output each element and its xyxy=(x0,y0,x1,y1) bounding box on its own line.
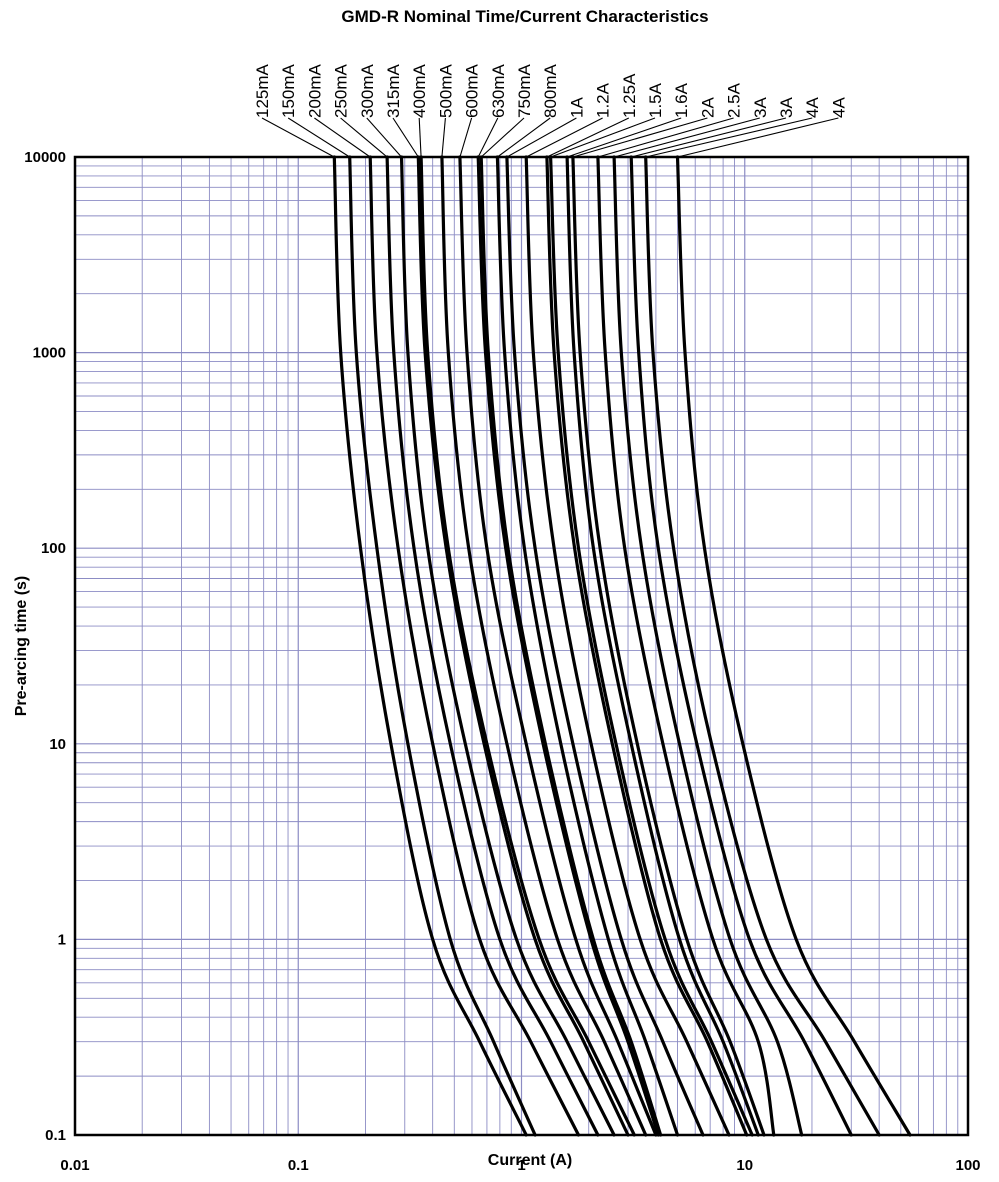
fuse-rating-label: 250mA xyxy=(332,63,351,118)
chart-title: GMD-R Nominal Time/Current Characteristi… xyxy=(341,7,708,26)
fuse-label-leader xyxy=(287,117,350,158)
fuse-curve xyxy=(458,155,658,1137)
fuse-curve xyxy=(416,155,630,1137)
x-tick-label: 10 xyxy=(736,1157,753,1174)
fuse-rating-label: 1.6A xyxy=(672,82,691,118)
fuse-curves xyxy=(332,155,912,1137)
fuse-curve xyxy=(596,155,776,1137)
fuse-label-leader xyxy=(441,117,446,158)
fuse-curve xyxy=(545,155,749,1137)
fuse-label-leader xyxy=(614,117,760,158)
plot-frame xyxy=(73,155,970,1137)
fuse-curve xyxy=(399,155,616,1137)
y-tick-label: 1000 xyxy=(33,345,66,362)
fuse-curve xyxy=(549,155,754,1137)
fuse-curve xyxy=(479,155,663,1137)
fuse-rating-label: 2.5A xyxy=(725,82,744,118)
fuse-label-leader xyxy=(677,117,839,158)
fuse-rating-label: 600mA xyxy=(463,63,482,118)
x-tick-label: 1 xyxy=(517,1157,525,1174)
x-axis-label: Current (A) xyxy=(488,1152,572,1169)
fuse-rating-label: 3A xyxy=(777,97,796,118)
fuse-label-leader xyxy=(480,117,525,158)
fuse-label-leader xyxy=(566,117,682,158)
fuse-rating-label: 500mA xyxy=(436,63,455,118)
y-tick-label: 1 xyxy=(58,931,66,948)
x-tick-label: 0.01 xyxy=(60,1157,89,1174)
fuse-rating-label: 2A xyxy=(698,97,717,118)
fuse-rating-label: 300mA xyxy=(358,63,377,118)
fuse-curve xyxy=(332,155,528,1137)
fuse-label-leader xyxy=(477,117,499,158)
fuse-label-leader xyxy=(597,117,734,158)
y-axis-label: Pre-arcing time (s) xyxy=(13,576,30,716)
fuse-label-leader xyxy=(525,117,603,158)
y-tick-label: 0.1 xyxy=(45,1127,66,1144)
fuse-rating-label: 125mA xyxy=(253,63,272,118)
y-tick-label: 10000 xyxy=(24,149,66,166)
tick-labels: 0.01 0.1 1 10 100 0.1 1 10 100 1000 10000 xyxy=(24,149,980,1174)
fuse-label-leader xyxy=(314,117,371,158)
fuse-rating-label: 1.5A xyxy=(646,82,665,118)
fuse-label-leader xyxy=(645,117,813,158)
fuse-label-leader xyxy=(340,117,388,158)
fuse-curve xyxy=(385,155,600,1137)
fuse-rating-label: 150mA xyxy=(279,63,298,118)
fuse-curve xyxy=(476,155,660,1137)
x-tick-label: 0.1 xyxy=(288,1157,309,1174)
fuse-rating-label: 1.25A xyxy=(620,73,639,118)
fuse-curve xyxy=(495,155,680,1137)
fuse-rating-label: 3A xyxy=(751,97,770,118)
fuse-label-leader xyxy=(366,117,402,158)
fuse-curve xyxy=(524,155,731,1137)
fuse-rating-label: 630mA xyxy=(489,63,508,118)
fuse-label-leader xyxy=(546,117,630,158)
fuse-label-leader xyxy=(506,117,577,158)
fuse-label-leader xyxy=(497,117,551,158)
fuse-curve xyxy=(571,155,766,1137)
fuse-label-leader xyxy=(459,117,473,158)
fuse-curve xyxy=(440,155,648,1137)
y-tick-label: 100 xyxy=(41,540,66,557)
fuse-curve xyxy=(644,155,881,1137)
fuse-rating-label: 315mA xyxy=(384,63,403,118)
y-tick-label: 10 xyxy=(49,736,66,753)
fuse-label-leader xyxy=(261,117,335,158)
fuse-curve xyxy=(419,155,636,1137)
fuse-rating-label: 750mA xyxy=(515,63,534,118)
fuse-labels: 125mA 150mA 200mA 250mA 300mA 315mA 400mA 500mA… xyxy=(253,63,848,158)
fuse-label-leader xyxy=(631,117,787,158)
fuse-curve xyxy=(348,155,537,1137)
fuse-label-leader xyxy=(392,117,419,158)
fuse-curve xyxy=(612,155,804,1137)
fuse-rating-label: 1A xyxy=(567,97,586,118)
fuse-label-leader xyxy=(418,117,422,158)
fuse-label-leader xyxy=(550,117,656,158)
fuse-rating-label: 1.2A xyxy=(594,82,613,118)
fuse-rating-label: 4A xyxy=(829,97,848,118)
fuse-rating-label: 4A xyxy=(803,97,822,118)
fuse-curve xyxy=(505,155,705,1137)
fuse-curve xyxy=(629,155,853,1137)
fuse-rating-label: 400mA xyxy=(410,63,429,118)
fuse-curve xyxy=(368,155,581,1137)
fuse-rating-label: 200mA xyxy=(305,63,324,118)
fuse-rating-label: 800mA xyxy=(541,63,560,118)
x-tick-label: 100 xyxy=(955,1157,980,1174)
fuse-curve xyxy=(565,155,760,1137)
fuse-curve xyxy=(675,155,912,1137)
fuse-label-leader xyxy=(572,117,708,158)
